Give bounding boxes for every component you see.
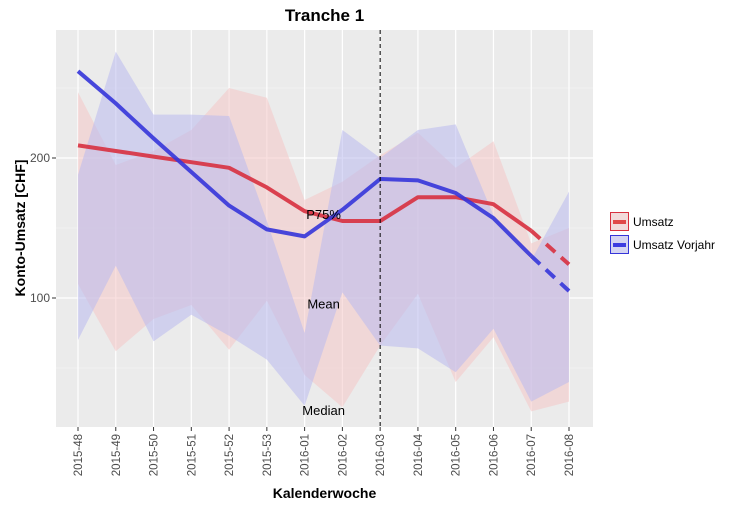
- x-tick-label: 2016-03: [375, 434, 387, 476]
- x-tick-label: 2015-50: [149, 434, 161, 476]
- x-tick-label: 2016-02: [337, 434, 349, 476]
- legend-key-umsatz-icon: [610, 212, 629, 231]
- line-forecast-0: [529, 229, 571, 266]
- annotation-label: P75%: [306, 207, 341, 222]
- legend-label: Umsatz Vorjahr: [633, 237, 716, 252]
- line-series-1: [76, 69, 533, 258]
- x-tick-label: 2016-07: [526, 434, 538, 476]
- line-forecast-1: [529, 254, 571, 293]
- x-tick-label: 2016-04: [413, 433, 425, 476]
- legend-item-umsatz-vorjahr: Umsatz Vorjahr: [610, 233, 715, 256]
- legend-label: Umsatz: [633, 214, 674, 229]
- y-axis-label: Konto-Umsatz [CHF]: [12, 159, 28, 297]
- line-series-0: [77, 143, 533, 233]
- ribbon-1: [78, 51, 569, 406]
- x-tick-label: 2015-51: [186, 434, 198, 476]
- chart-title: Tranche 1: [284, 6, 365, 25]
- y-tick-label: 200: [30, 151, 50, 165]
- x-tick-label: 2015-53: [262, 434, 274, 476]
- legend-item-umsatz: Umsatz: [610, 210, 715, 233]
- y-tick-label: 100: [30, 291, 50, 305]
- x-tick-label: 2016-08: [564, 434, 576, 476]
- x-tick-label: 2016-01: [300, 434, 312, 476]
- x-tick-label: 2015-49: [111, 434, 123, 476]
- x-tick-label: 2016-06: [488, 434, 500, 476]
- annotation-label: Mean: [307, 297, 340, 312]
- annotation-label: Median: [302, 403, 345, 418]
- x-axis-label: Kalenderwoche: [272, 485, 377, 501]
- x-tick-label: 2015-52: [224, 434, 236, 476]
- legend: Umsatz Umsatz Vorjahr: [610, 210, 715, 256]
- legend-key-vorjahr-icon: [610, 235, 629, 254]
- x-tick-label: 2016-05: [451, 434, 463, 476]
- x-tick-label: 2015-48: [73, 434, 85, 476]
